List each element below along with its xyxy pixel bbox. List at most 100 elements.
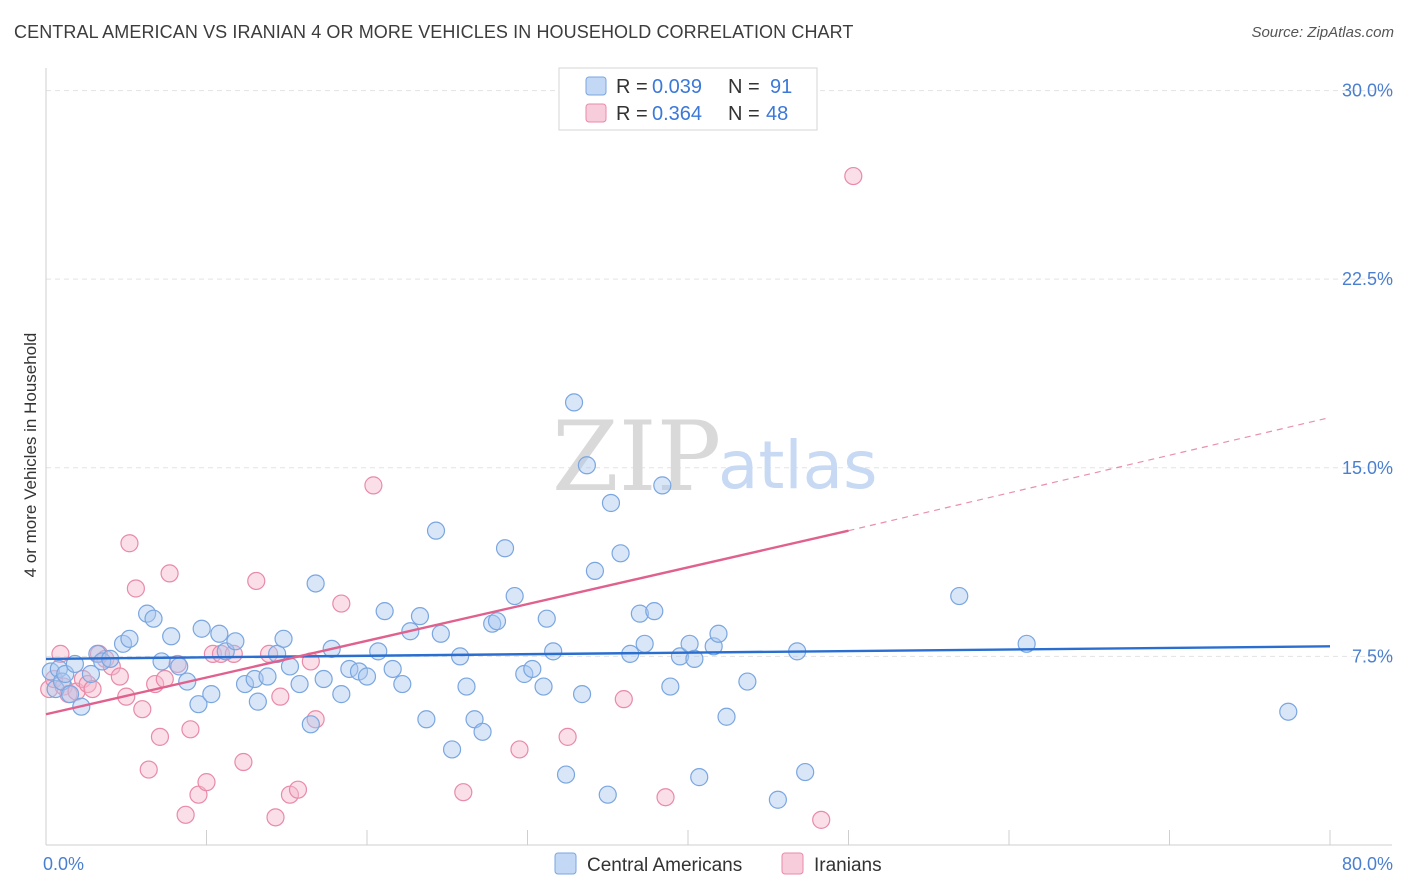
point-central-american: [410, 607, 430, 626]
point-central-american: [523, 659, 542, 679]
point-central-american: [796, 762, 815, 782]
point-iranian: [247, 571, 266, 591]
point-central-american: [653, 476, 672, 495]
point-central-american: [189, 695, 208, 714]
y-tick-label: 30.0%: [1342, 81, 1393, 101]
point-iranian: [139, 760, 158, 779]
trend-line-iranians-extended: [848, 416, 1331, 532]
point-iranian: [133, 700, 152, 719]
bottom-legend-label-iranians: Iranians: [814, 855, 882, 876]
point-iranian: [454, 783, 473, 802]
point-central-american: [248, 692, 267, 711]
point-iranian: [510, 740, 529, 759]
source-label: Source: ZipAtlas.com: [1251, 24, 1394, 41]
point-central-american: [144, 609, 163, 628]
point-central-american: [152, 652, 171, 671]
legend-r-label-1: R =: [616, 76, 648, 98]
point-central-american: [487, 612, 507, 631]
point-iranian: [288, 780, 308, 799]
axes: [45, 68, 1392, 846]
point-iranian: [120, 534, 139, 553]
data-points: [40, 166, 1298, 829]
point-central-american: [645, 602, 664, 621]
legend-swatch-iranians: [585, 103, 607, 123]
point-iranian: [558, 727, 577, 746]
legend-n-value-1: 91: [770, 76, 792, 98]
point-iranian: [364, 476, 383, 495]
point-central-american: [709, 624, 728, 643]
point-iranian: [271, 687, 290, 706]
point-central-american: [572, 685, 592, 704]
grid: [46, 90, 1392, 657]
point-iranian: [266, 808, 285, 827]
point-central-american: [426, 521, 446, 540]
point-central-american: [306, 574, 325, 593]
point-iranian: [150, 727, 170, 746]
point-central-american: [738, 672, 757, 691]
point-central-american: [680, 634, 699, 653]
point-central-american: [457, 677, 476, 696]
legend-r-value-2: 0.364: [652, 103, 702, 125]
bottom-legend-swatch-iranians: [781, 852, 804, 875]
bottom-legend-swatch-central-americans: [554, 852, 577, 875]
bottom-legend: Central Americans Iranians: [554, 852, 882, 876]
point-central-american: [235, 674, 255, 694]
point-iranian: [332, 594, 351, 613]
point-central-american: [120, 629, 139, 648]
y-tick-label: 7.5%: [1352, 646, 1393, 666]
point-central-american: [950, 586, 969, 606]
point-central-american: [170, 657, 189, 676]
point-central-american: [46, 679, 65, 699]
point-central-american: [685, 649, 704, 669]
legend-r-value-1: 0.039: [652, 76, 702, 98]
point-central-american: [585, 561, 605, 580]
point-central-american: [717, 707, 736, 726]
legend-n-label-2: N =: [728, 103, 760, 125]
point-central-american: [690, 768, 709, 787]
point-central-american: [768, 790, 787, 809]
point-central-american: [483, 614, 502, 633]
point-central-american: [258, 667, 277, 686]
point-central-american: [635, 634, 654, 653]
legend-n-value-2: 48: [766, 103, 788, 125]
x-tick-label: 80.0%: [1342, 854, 1393, 874]
point-central-american: [81, 664, 101, 684]
point-central-american: [314, 669, 333, 689]
point-iranian: [234, 752, 253, 772]
point-central-american: [274, 629, 293, 648]
point-central-american: [162, 627, 181, 646]
point-iranian: [656, 788, 675, 807]
chart-title: CENTRAL AMERICAN VS IRANIAN 4 OR MORE VE…: [14, 22, 854, 42]
point-central-american: [556, 765, 576, 784]
point-central-american: [630, 604, 649, 623]
point-central-american: [534, 677, 553, 696]
legend-swatch-central-americans: [585, 76, 607, 96]
x-tick-labels: 0.0% 80.0%: [43, 854, 1393, 874]
point-central-american: [544, 642, 563, 661]
point-central-american: [450, 647, 470, 666]
watermark-zip: ZIP: [552, 401, 721, 513]
point-central-american: [611, 544, 630, 563]
point-central-american: [290, 674, 309, 694]
legend: R = 0.039 N = 91 R = 0.364 N = 48: [558, 67, 818, 131]
point-iranian: [83, 679, 102, 699]
point-iranian: [197, 773, 216, 792]
point-iranian: [844, 166, 863, 186]
point-central-american: [210, 624, 229, 643]
point-central-american: [442, 740, 462, 759]
trend-lines: [45, 416, 1331, 716]
point-iranian: [176, 805, 195, 824]
trend-line-central-americans: [45, 645, 1331, 661]
point-central-american: [495, 539, 515, 558]
point-iranian: [181, 720, 200, 739]
point-central-american: [383, 659, 402, 679]
point-central-american: [226, 632, 245, 651]
point-central-american: [505, 586, 524, 606]
point-central-american: [60, 685, 80, 704]
point-iranian: [614, 690, 633, 709]
point-central-american: [202, 685, 221, 704]
point-central-american: [601, 493, 621, 513]
watermark-atlas: atlas: [718, 427, 878, 504]
point-central-american: [564, 393, 584, 412]
